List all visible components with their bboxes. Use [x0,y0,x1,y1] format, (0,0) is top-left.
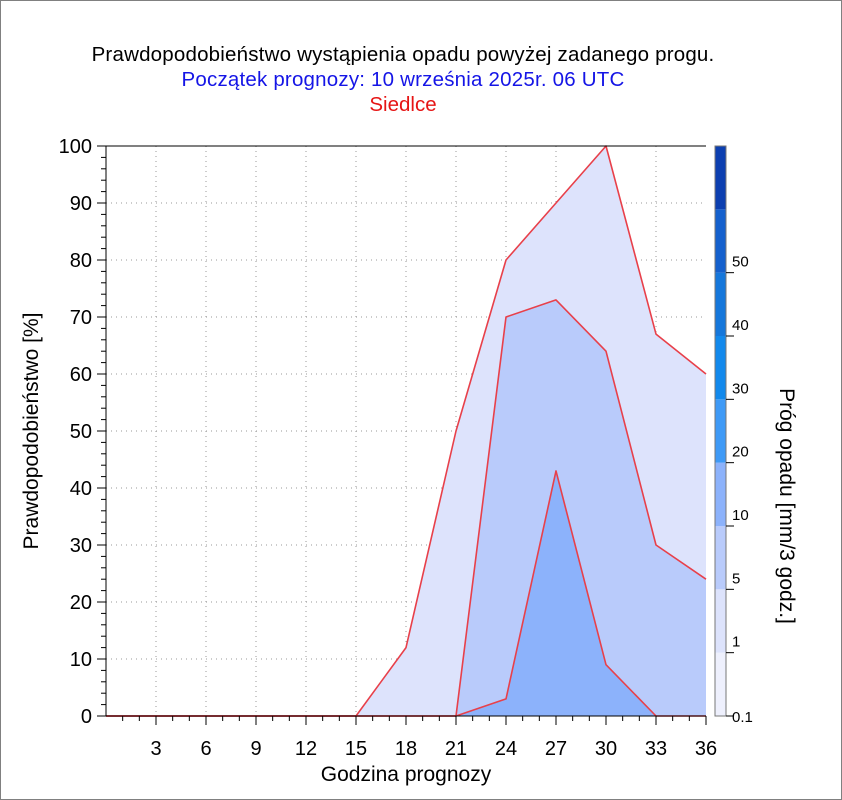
x-axis-label: Godzina prognozy [321,763,492,786]
y-tick-label: 20 [70,592,92,614]
colorbar-band [715,653,726,716]
y-tick-label: 80 [70,250,92,272]
colorbar-tick-label: 30 [732,380,749,397]
colorbar-tick-label: 1 [732,634,740,651]
x-tick-label: 30 [595,738,617,760]
colorbar-band [715,273,726,336]
chart-svg: 01020304050607080901003 6 9 12 15 18 21 24 27 30 3… [0,0,842,800]
colorbar-band [715,589,726,652]
colorbar-tick-label: 0.1 [732,709,753,726]
x-tick-label: 9 [250,738,261,760]
y-tick-label: 0 [81,706,92,728]
colorbar-layer: 0.1 1 5 10 20 30 40 50 [715,146,753,726]
y-axis-label: Prawdopodobieństwo [%] [20,313,43,550]
x-tick-label: 27 [545,738,567,760]
x-tick-label: 3 [150,738,161,760]
x-tick-label: 36 [695,738,717,760]
x-tick-label: 24 [495,738,517,760]
colorbar-band [715,463,726,526]
colorbar-band [715,526,726,589]
colorbar-tick-label: 20 [732,444,749,461]
y-tick-label: 10 [70,649,92,671]
x-tick-label: 33 [645,738,667,760]
y-tick-label: 70 [70,307,92,329]
colorbar-band [715,399,726,462]
colorbar-tick-label: 5 [732,570,740,587]
colorbar-label: Próg opadu [mm/3 godz.] [775,388,798,624]
y-tick-label: 50 [70,421,92,443]
y-tick-label: 40 [70,478,92,500]
colorbar-band [715,209,726,272]
x-tick-label: 12 [295,738,317,760]
colorbar-tick-label: 10 [732,507,749,524]
x-tick-label: 18 [395,738,417,760]
x-tick-label: 21 [445,738,467,760]
colorbar-tick-label: 50 [732,254,749,271]
x-tick-label: 6 [200,738,211,760]
x-tick-label: 15 [345,738,367,760]
colorbar-band [715,146,726,209]
colorbar-tick-label: 40 [732,317,749,334]
y-tick-label: 90 [70,193,92,215]
y-tick-label: 60 [70,364,92,386]
y-tick-label: 100 [59,136,92,158]
y-tick-label: 30 [70,535,92,557]
colorbar-band [715,336,726,399]
